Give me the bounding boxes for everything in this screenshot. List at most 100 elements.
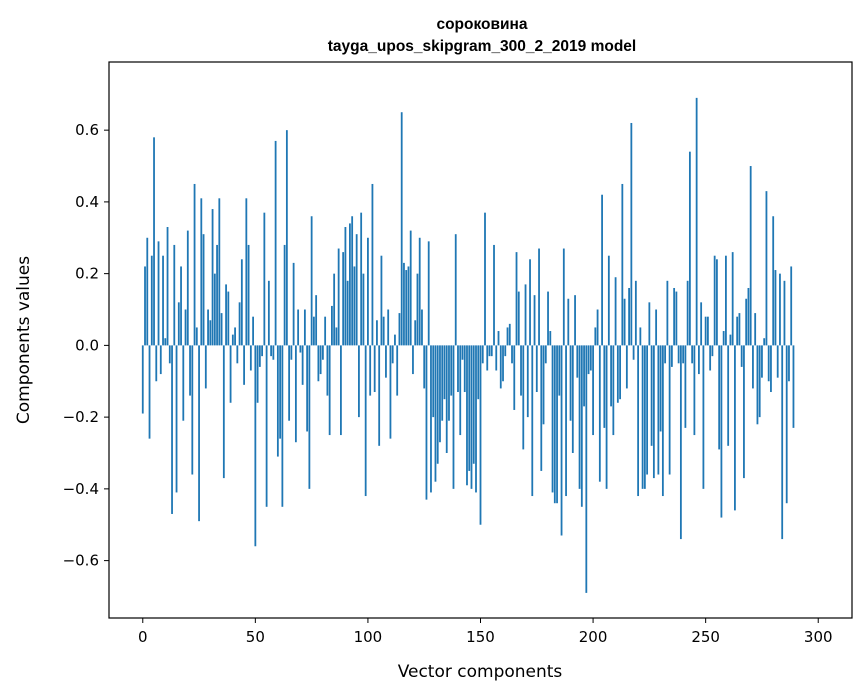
- bar-component-187: [562, 248, 565, 346]
- bar-component-153: [486, 345, 489, 371]
- bar-component-215: [625, 345, 628, 389]
- bar-component-235: [670, 345, 673, 367]
- bar-component-247: [698, 345, 700, 375]
- bar-component-125: [423, 345, 426, 389]
- bar-component-143: [463, 345, 466, 393]
- bar-component-191: [571, 345, 574, 453]
- bar-component-271: [752, 345, 754, 389]
- bar-component-94: [353, 266, 356, 346]
- bar-component-148: [475, 345, 477, 493]
- bar-component-188: [565, 345, 567, 497]
- bar-component-41: [234, 327, 236, 346]
- bar-component-166: [515, 252, 518, 346]
- bar-component-63: [283, 244, 286, 346]
- y-axis-ticks: −0.6 −0.4 −0.2 0.0 0.2 0.4 0.6: [63, 121, 109, 570]
- bar-component-220: [637, 345, 640, 497]
- y-tick-label: 0.0: [75, 336, 99, 354]
- bar-component-139: [454, 234, 457, 346]
- bar-component-164: [511, 345, 513, 364]
- bar-component-66: [290, 345, 293, 360]
- bar-component-250: [704, 316, 707, 346]
- y-tick-label: 0.4: [75, 193, 99, 211]
- bar-component-45: [243, 345, 245, 385]
- bar-component-288: [790, 266, 793, 346]
- bar-component-75: [310, 216, 313, 346]
- bar-component-40: [231, 334, 234, 346]
- bar-component-106: [380, 255, 383, 346]
- bar-component-217: [630, 122, 633, 346]
- bar-component-161: [504, 345, 507, 357]
- bar-component-280: [772, 216, 775, 346]
- bar-component-91: [346, 280, 349, 346]
- bar-component-25: [198, 345, 200, 522]
- bar-component-261: [729, 334, 732, 346]
- bar-component-211: [616, 345, 619, 403]
- bar-component-135: [445, 345, 448, 453]
- bar-component-155: [490, 345, 493, 357]
- bar-component-105: [378, 345, 381, 446]
- bar-component-244: [691, 345, 694, 364]
- bar-component-189: [567, 298, 570, 346]
- bar-component-126: [425, 345, 428, 500]
- bar-component-53: [261, 345, 263, 357]
- bar-component-198: [587, 345, 590, 375]
- bar-component-123: [418, 237, 421, 346]
- bar-component-83: [328, 345, 331, 436]
- bar-component-170: [524, 284, 527, 346]
- bar-component-162: [506, 327, 509, 346]
- bar-component-267: [743, 345, 745, 479]
- bar-component-65: [288, 345, 291, 421]
- bar-component-96: [358, 345, 360, 418]
- bar-component-5: [153, 137, 155, 346]
- bar-component-115: [400, 112, 403, 346]
- bar-component-145: [468, 345, 471, 471]
- bar-component-168: [520, 345, 522, 396]
- bar-component-194: [578, 345, 581, 489]
- bar-component-192: [574, 295, 576, 346]
- bar-component-202: [596, 309, 599, 346]
- bar-component-116: [403, 262, 405, 346]
- bar-component-102: [371, 183, 374, 346]
- bar-component-26: [200, 198, 203, 346]
- bar-component-109: [387, 309, 390, 346]
- bar-component-184: [556, 345, 558, 504]
- bar-component-2: [146, 237, 149, 346]
- bar-component-140: [457, 345, 459, 393]
- bar-component-67: [292, 262, 295, 346]
- bar-component-79: [319, 345, 322, 375]
- bar-component-163: [508, 323, 511, 346]
- bar-component-84: [331, 305, 333, 346]
- bar-component-183: [553, 345, 556, 504]
- x-tick-label: 200: [579, 628, 608, 646]
- bar-component-78: [317, 345, 320, 382]
- bar-component-257: [720, 345, 723, 518]
- bar-component-285: [783, 280, 786, 346]
- bar-component-16: [177, 302, 180, 346]
- bar-component-226: [650, 345, 653, 446]
- bar-component-236: [673, 287, 676, 346]
- bar-component-186: [560, 345, 563, 536]
- bar-component-228: [655, 309, 658, 346]
- bar-component-265: [738, 313, 741, 346]
- bar-component-150: [479, 345, 482, 525]
- bar-component-68: [294, 345, 297, 443]
- bar-component-278: [767, 345, 770, 382]
- bar-component-232: [664, 345, 667, 364]
- bar-component-287: [788, 345, 790, 382]
- bar-component-97: [360, 212, 363, 346]
- bar-component-240: [682, 345, 685, 364]
- bar-component-269: [747, 287, 750, 346]
- bar-component-131: [436, 345, 439, 464]
- bar-component-62: [281, 345, 284, 507]
- bar-component-279: [770, 345, 772, 393]
- bar-component-221: [639, 327, 642, 346]
- bar-component-222: [641, 345, 644, 489]
- bar-component-29: [207, 309, 209, 346]
- y-tick-label: −0.4: [63, 480, 99, 498]
- bar-component-85: [333, 273, 336, 346]
- bar-component-98: [362, 273, 365, 346]
- y-axis-label: Components values: [14, 256, 34, 424]
- bar-component-21: [189, 345, 191, 396]
- bar-component-132: [439, 345, 441, 443]
- bar-component-174: [533, 295, 536, 346]
